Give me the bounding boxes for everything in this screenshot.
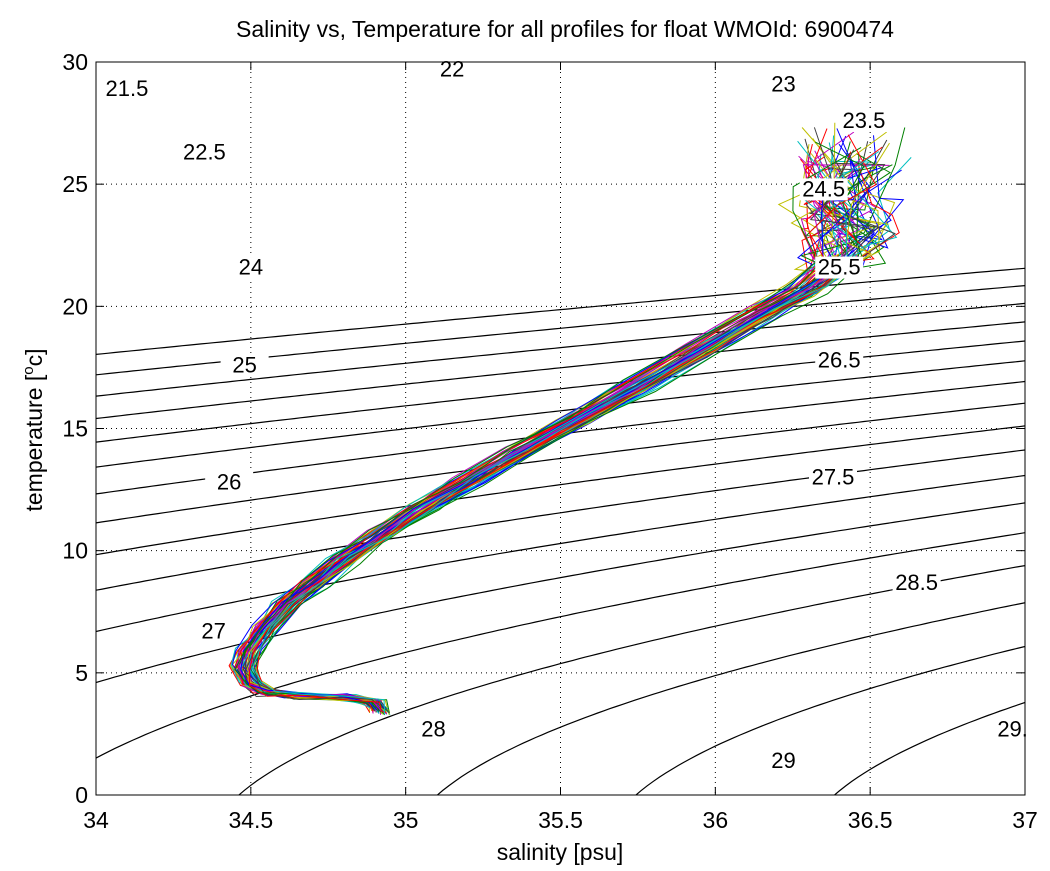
y-tick-label: 0 <box>75 782 88 808</box>
contour-label-bg <box>205 471 254 494</box>
contour-label: 23.5 <box>843 108 886 133</box>
contour-label: 24 <box>239 255 263 280</box>
contour-label-bg <box>815 256 864 279</box>
density-contour-line <box>96 340 1025 443</box>
y-tick-label: 15 <box>62 416 88 442</box>
y-axis-label-prefix: temperature [ <box>21 374 47 511</box>
density-contour-line <box>96 267 1025 356</box>
contour-label-bg <box>759 73 808 96</box>
contour-label: 26 <box>217 470 241 495</box>
chart-title: Salinity vs, Temperature for all profile… <box>236 16 894 42</box>
contour-label: 25.5 <box>818 255 861 280</box>
density-contour-line <box>833 701 1025 795</box>
contour-label-bg <box>799 178 848 201</box>
contour-label: 29. <box>997 716 1028 741</box>
contour-label-bg <box>180 141 229 164</box>
density-contour-labels: 21.5 22 22.5 23 23.5 24 24.5 25 25.5 26 26.5 27 27.5… <box>102 57 1037 773</box>
y-tick-label: 5 <box>75 660 88 686</box>
density-contour-line <box>96 532 1025 759</box>
contour-label: 28.5 <box>895 570 938 595</box>
density-contours <box>96 267 1025 795</box>
x-axis-label: salinity [psu] <box>497 839 624 865</box>
y-tick-label: 20 <box>62 293 88 319</box>
contour-label: 27 <box>201 619 225 644</box>
profile-line <box>248 134 877 713</box>
density-contour-line <box>96 474 1025 633</box>
contour-label-bg <box>759 750 808 773</box>
x-tick-label: 36.5 <box>848 807 893 833</box>
contour-label: 21.5 <box>106 76 149 101</box>
contour-label: 28 <box>421 716 445 741</box>
density-contour-line <box>96 302 1025 397</box>
contour-label-bg <box>809 466 858 489</box>
y-axis-label: temperature [oc] <box>20 348 47 511</box>
density-contour-line <box>96 425 1025 556</box>
y-tick-label: 10 <box>62 538 88 564</box>
y-axis-label-sup: o <box>20 366 37 374</box>
contour-label: 25 <box>232 352 256 377</box>
contour-label: 26.5 <box>818 347 861 372</box>
contour-label-bg <box>892 571 941 594</box>
contour-label: 23 <box>771 71 795 96</box>
density-contour-line <box>96 402 1025 524</box>
x-tick-label: 36 <box>703 807 729 833</box>
density-contour-line <box>96 449 1025 591</box>
contour-label-bg <box>409 718 458 741</box>
contour-label: 22 <box>440 57 464 82</box>
contour-label: 24.5 <box>802 176 845 201</box>
x-tick-label: 34 <box>83 807 109 833</box>
contour-label-bg <box>226 256 275 279</box>
density-contour-line <box>96 502 1025 684</box>
y-tick-label: 25 <box>62 171 88 197</box>
contour-label-bg <box>102 78 151 101</box>
density-contour-line <box>635 645 1025 795</box>
x-axis-ticks: 34 34.5 35 35.5 36 36.5 37 <box>83 62 1038 833</box>
contour-label: 22.5 <box>183 140 226 165</box>
contour-label-bg <box>815 349 864 372</box>
density-contour-line <box>436 602 1025 795</box>
density-contour-line <box>96 284 1025 376</box>
x-tick-label: 34.5 <box>228 807 273 833</box>
density-contour-line <box>96 360 1025 468</box>
x-tick-label: 35 <box>393 807 419 833</box>
contour-label-bg <box>839 109 888 132</box>
density-contour-line <box>96 321 1025 420</box>
contour-label-bg <box>220 354 269 377</box>
x-tick-label: 35.5 <box>538 807 583 833</box>
y-axis-label-suffix: c] <box>21 348 47 366</box>
contour-label: 29 <box>771 748 795 773</box>
contour-label: 27.5 <box>812 465 855 490</box>
x-tick-label: 37 <box>1012 807 1038 833</box>
contour-label-bg <box>189 620 238 643</box>
y-tick-label: 30 <box>62 49 88 75</box>
contour-label-bg <box>428 58 477 81</box>
y-axis-ticks: 0 5 10 15 20 25 30 <box>62 49 1025 808</box>
